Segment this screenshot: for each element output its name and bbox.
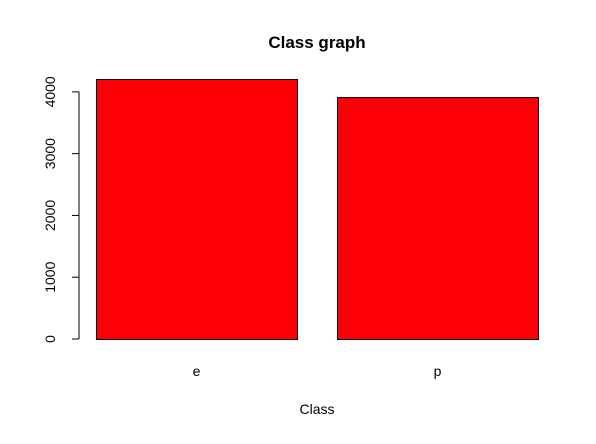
y-tick-label: 0 bbox=[42, 335, 58, 343]
x-tick-label-p: p bbox=[434, 363, 442, 379]
bar-e bbox=[96, 79, 298, 340]
x-axis-label: Class bbox=[299, 401, 334, 417]
y-tick-label: 3000 bbox=[42, 138, 58, 169]
y-axis: 0 1000 2000 3000 4000 bbox=[42, 76, 80, 343]
x-tick-label-e: e bbox=[193, 363, 201, 379]
y-tick-label: 4000 bbox=[42, 76, 58, 107]
bars-group bbox=[96, 79, 539, 340]
chart-title: Class graph bbox=[268, 33, 365, 52]
y-tick-label: 2000 bbox=[42, 200, 58, 231]
y-tick-label: 1000 bbox=[42, 261, 58, 292]
bar-p bbox=[337, 97, 539, 340]
